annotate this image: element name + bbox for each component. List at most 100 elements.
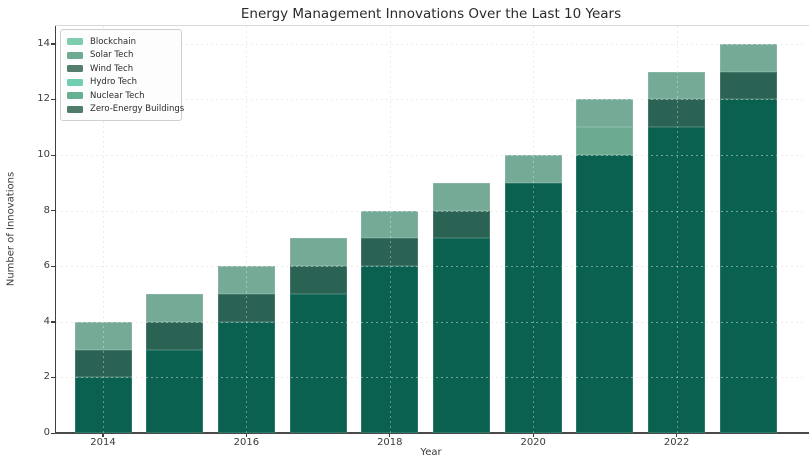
bar-segment-zero-energy-buildings	[146, 349, 204, 433]
legend-swatch-icon	[67, 51, 83, 59]
axis-top-spine	[55, 25, 809, 26]
y-tick-mark	[51, 43, 55, 45]
legend-swatch-icon	[67, 38, 83, 46]
bar-segment-zero-energy-buildings	[289, 294, 347, 433]
bar-segment-wind-tech	[648, 99, 706, 128]
bar-segment-nuclear-tech	[576, 127, 634, 155]
h-gridline-overlay	[56, 266, 806, 268]
v-gridline-overlay	[389, 26, 391, 433]
bar-segment-zero-energy-buildings	[648, 127, 706, 433]
y-tick-label: 2	[43, 371, 50, 383]
h-gridline	[56, 155, 806, 156]
bar-segment-solar-tech	[648, 71, 706, 100]
y-tick-label: 14	[37, 37, 50, 49]
legend-swatch-icon	[67, 92, 83, 100]
bar-segment-wind-tech	[361, 238, 419, 267]
x-tick-label: 2018	[377, 437, 403, 448]
bar-segment-wind-tech	[719, 71, 777, 100]
v-gridline	[103, 26, 104, 433]
h-gridline-overlay	[56, 210, 806, 212]
h-gridline-overlay	[56, 99, 806, 101]
x-axis-label: Year	[420, 447, 442, 458]
bar-segment-zero-energy-buildings	[217, 321, 275, 433]
bar-segment-solar-tech	[146, 294, 204, 322]
v-gridline-overlay	[533, 26, 535, 433]
x-tick-mark	[245, 433, 248, 437]
chart-title: Energy Management Innovations Over the L…	[240, 6, 622, 22]
y-tick-label: 8	[43, 204, 50, 216]
legend-item-label: Zero-Energy Buildings	[90, 104, 185, 115]
legend-item-label: Solar Tech	[90, 50, 134, 61]
y-tick-label: 12	[37, 93, 50, 105]
h-gridline	[56, 210, 806, 212]
x-tick-label: 2022	[663, 437, 690, 448]
v-gridline-overlay	[246, 26, 248, 433]
h-gridline-overlay	[56, 43, 806, 45]
y-axis-label: Number of Innovations	[5, 171, 17, 287]
x-tick-label: 2020	[520, 437, 546, 448]
legend-item: Blockchain	[67, 35, 174, 49]
legend-item: Solar Tech	[67, 49, 174, 63]
bar-segment-wind-tech	[74, 349, 132, 378]
bar-segment-solar-tech	[576, 99, 634, 128]
h-gridline	[56, 99, 806, 101]
h-gridline-overlay	[56, 321, 806, 323]
y-tick-mark	[51, 265, 55, 267]
bar-segment-solar-tech	[361, 210, 419, 239]
y-tick-label: 6	[43, 260, 50, 272]
legend-item: Wind Tech	[67, 62, 174, 76]
y-tick-label: 0	[43, 427, 50, 438]
x-tick-mark	[676, 433, 678, 437]
bar-segment-solar-tech	[289, 238, 347, 267]
y-tick-mark	[51, 432, 55, 434]
h-gridline	[56, 266, 806, 268]
legend-item-label: Nuclear Tech	[90, 90, 145, 101]
x-tick-label: 2014	[90, 437, 116, 448]
bar-segment-wind-tech	[146, 321, 204, 350]
legend-item-label: Hydro Tech	[90, 77, 138, 88]
bar-segment-zero-energy-buildings	[719, 99, 777, 433]
y-tick-label: 4	[43, 315, 50, 327]
legend-item: Hydro Tech	[67, 76, 174, 90]
x-tick-mark	[532, 433, 534, 437]
h-gridline-overlay	[56, 155, 806, 156]
bar-segment-solar-tech	[433, 182, 490, 211]
legend-swatch-icon	[67, 78, 83, 86]
bar-segment-zero-energy-buildings	[74, 377, 132, 433]
x-tick-mark	[102, 433, 104, 437]
v-gridline-overlay	[103, 26, 104, 433]
bar-segment-solar-tech	[504, 155, 562, 183]
bar-segment-solar-tech	[217, 266, 275, 294]
h-gridline-overlay	[56, 377, 806, 379]
bar-segment-zero-energy-buildings	[504, 182, 562, 433]
y-tick-mark	[51, 321, 55, 323]
y-tick-mark	[51, 98, 55, 101]
legend-swatch-icon	[67, 65, 83, 73]
legend-box: Blockchain Solar Tech Wind Tech Hydro Tech N…	[60, 29, 184, 121]
h-gridline	[56, 321, 806, 323]
axis-left-spine	[55, 26, 57, 434]
axis-bottom-spine	[55, 432, 809, 434]
y-tick-label: 10	[37, 149, 50, 160]
x-tick-mark	[389, 433, 391, 437]
bar-segment-zero-energy-buildings	[433, 238, 490, 433]
h-gridline	[56, 43, 806, 45]
legend-item-label: Wind Tech	[90, 63, 134, 74]
legend-item-label: Blockchain	[90, 36, 137, 47]
legend-item: Nuclear Tech	[67, 89, 174, 103]
v-gridline	[246, 26, 248, 433]
y-tick-mark	[51, 210, 55, 212]
bar-segment-wind-tech	[289, 266, 347, 294]
y-tick-mark	[51, 154, 55, 156]
legend-swatch-icon	[67, 105, 83, 113]
bar-segment-solar-tech	[74, 321, 132, 350]
bar-segment-wind-tech	[433, 210, 490, 239]
x-tick-label: 2016	[233, 437, 260, 448]
bar-segment-zero-energy-buildings	[361, 266, 419, 433]
legend-item: Zero-Energy Buildings	[67, 103, 184, 117]
h-gridline	[56, 377, 806, 379]
bar-segment-wind-tech	[217, 294, 275, 322]
v-gridline-overlay	[676, 26, 678, 433]
bar-segment-solar-tech	[719, 43, 777, 72]
